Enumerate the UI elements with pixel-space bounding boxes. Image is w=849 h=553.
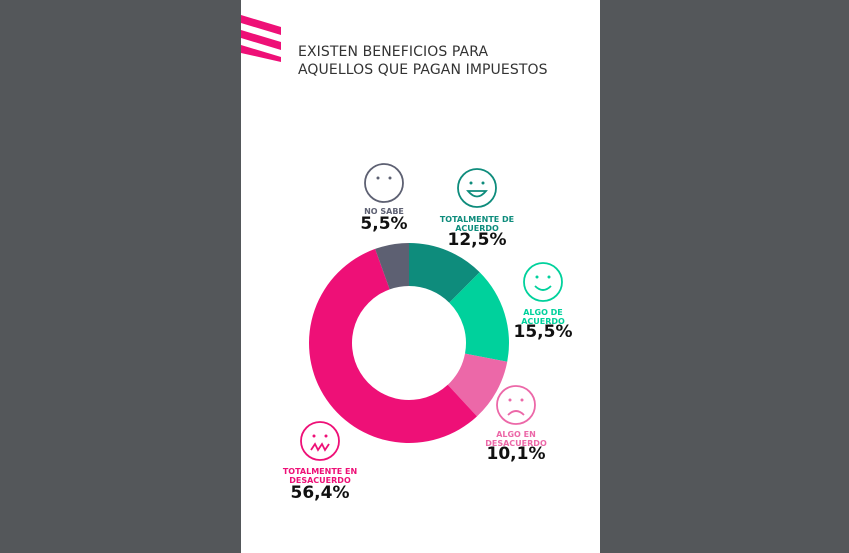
eye <box>469 181 473 185</box>
donut-segment <box>409 243 480 303</box>
category-label: NO SABE <box>364 207 404 216</box>
category-label: ALGO DE ACUERDO <box>521 308 565 326</box>
category-label: TOTALMENTE EN DESACUERDO <box>282 467 358 485</box>
value-label: 12,5% <box>447 230 507 250</box>
eye <box>520 398 524 402</box>
eye <box>535 275 539 279</box>
face <box>300 421 340 461</box>
face <box>523 262 563 302</box>
value-label: 15,5% <box>513 322 573 342</box>
eye <box>312 434 316 438</box>
donut-segment <box>375 243 409 290</box>
eye <box>547 275 551 279</box>
chart <box>241 15 563 461</box>
value-label: 56,4% <box>290 483 350 503</box>
mouth <box>310 442 330 452</box>
eye <box>324 434 328 438</box>
donut-segment <box>449 272 509 362</box>
value-label: 10,1% <box>486 444 546 464</box>
eye <box>388 176 392 180</box>
face-icon <box>496 385 536 425</box>
category-label: TOTALMENTE DE ACUERDO <box>439 215 515 233</box>
eye <box>508 398 512 402</box>
mouth <box>507 410 525 416</box>
eye <box>376 176 380 180</box>
category-label: ALGO EN DESACUERDO <box>485 430 547 448</box>
face <box>364 163 404 203</box>
face <box>496 385 536 425</box>
page: EXISTEN BENEFICIOS PARA AQUELLOS QUE PAG… <box>241 0 600 553</box>
face-icon <box>364 163 404 203</box>
eye <box>481 181 485 185</box>
chart-title: AQUELLOS QUE PAGAN IMPUESTOS <box>298 62 548 78</box>
face-icon <box>300 421 340 461</box>
mouth <box>466 190 488 198</box>
donut-segment <box>447 353 508 417</box>
face-icon <box>457 168 497 208</box>
chart-title: EXISTEN BENEFICIOS PARA <box>298 44 489 60</box>
face <box>457 168 497 208</box>
logo <box>241 15 281 62</box>
mouth <box>534 285 552 291</box>
value-label: 5,5% <box>360 214 408 234</box>
face-icon <box>523 262 563 302</box>
donut-segment <box>308 248 477 443</box>
